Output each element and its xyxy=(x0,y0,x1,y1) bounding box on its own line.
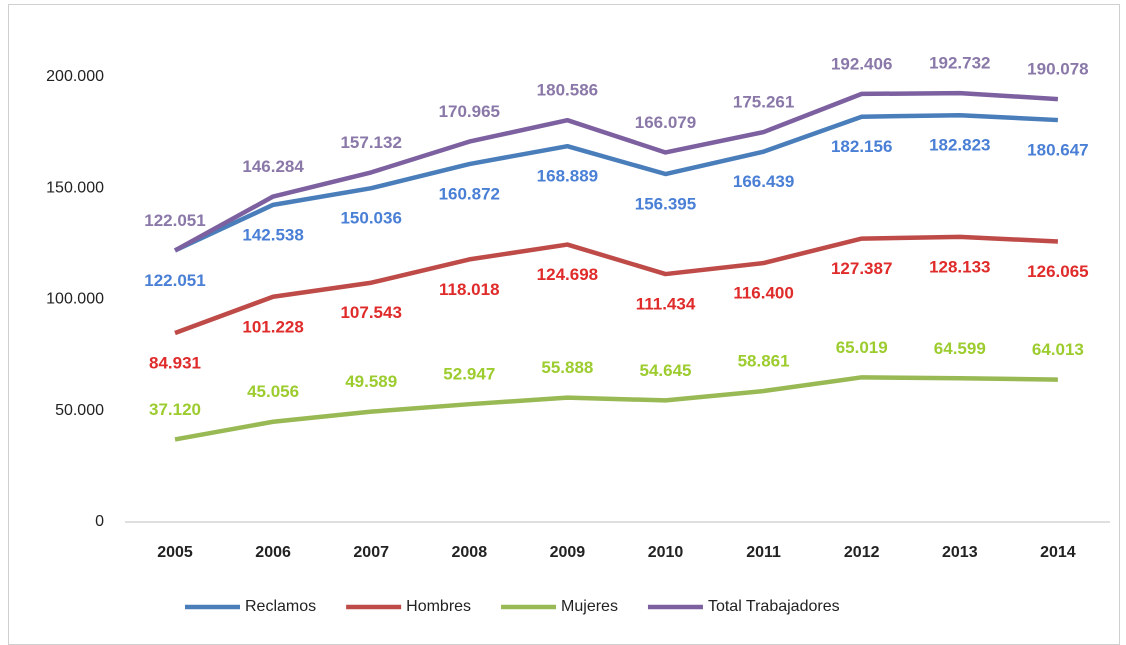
y-tick-label: 150.000 xyxy=(46,179,104,196)
x-tick-label: 2013 xyxy=(942,544,978,561)
data-label: 107.543 xyxy=(340,303,401,322)
y-tick-label: 50.000 xyxy=(55,402,104,419)
data-label: 124.698 xyxy=(537,265,598,284)
data-label: 180.586 xyxy=(537,81,598,100)
data-label: 190.078 xyxy=(1027,60,1088,79)
data-label: 122.051 xyxy=(144,271,205,290)
data-label: 52.947 xyxy=(443,365,495,384)
y-tick-label: 200.000 xyxy=(46,68,104,85)
data-label: 45.056 xyxy=(247,382,299,401)
x-tick-label: 2012 xyxy=(844,544,880,561)
data-label: 156.395 xyxy=(635,195,696,214)
data-label: 146.284 xyxy=(242,157,304,176)
y-tick-label: 100.000 xyxy=(46,291,104,308)
data-label: 65.019 xyxy=(836,338,888,357)
data-label: 49.589 xyxy=(345,372,397,391)
data-label: 127.387 xyxy=(831,259,892,278)
data-label: 192.732 xyxy=(929,54,990,73)
x-tick-label: 2010 xyxy=(648,544,684,561)
data-label: 55.888 xyxy=(541,358,593,377)
x-tick-label: 2014 xyxy=(1040,544,1076,561)
data-label: 54.645 xyxy=(640,361,692,380)
legend-label: Hombres xyxy=(406,598,471,615)
data-label: 122.051 xyxy=(144,211,205,230)
x-tick-label: 2007 xyxy=(353,544,389,561)
series-line xyxy=(174,112,1059,253)
data-label: 118.018 xyxy=(439,280,500,299)
x-tick-label: 2008 xyxy=(452,544,488,561)
data-label: 116.400 xyxy=(733,283,794,302)
data-label: 37.120 xyxy=(149,400,201,419)
data-label: 168.889 xyxy=(537,167,598,186)
data-label: 182.156 xyxy=(831,137,892,156)
data-label: 182.823 xyxy=(929,136,990,155)
data-label: 160.872 xyxy=(439,185,500,204)
series-line xyxy=(174,375,1058,442)
x-tick-label: 2009 xyxy=(550,544,586,561)
x-tick-label: 2005 xyxy=(157,544,193,561)
data-label: 126.065 xyxy=(1027,262,1088,281)
data-label: 84.931 xyxy=(149,354,201,373)
data-label: 192.406 xyxy=(831,54,892,73)
legend-label: Mujeres xyxy=(561,598,618,615)
data-label: 166.439 xyxy=(733,172,794,191)
data-label: 101.228 xyxy=(242,317,303,336)
data-label: 58.861 xyxy=(738,352,790,371)
data-label: 157.132 xyxy=(340,133,401,152)
data-label: 128.133 xyxy=(929,257,990,276)
data-label: 180.647 xyxy=(1027,141,1088,160)
x-tick-label: 2006 xyxy=(255,544,291,561)
data-label: 64.599 xyxy=(934,339,986,358)
data-label: 170.965 xyxy=(439,102,500,121)
data-label: 142.538 xyxy=(242,225,303,244)
data-label: 175.261 xyxy=(733,93,794,112)
series-line xyxy=(174,234,1059,336)
y-tick-label: 0 xyxy=(95,513,104,530)
data-label: 111.434 xyxy=(636,295,696,314)
legend-label: Reclamos xyxy=(245,598,316,615)
data-label: 150.036 xyxy=(340,209,401,228)
series-line xyxy=(173,90,1059,253)
data-label: 64.013 xyxy=(1032,340,1084,359)
data-label: 166.079 xyxy=(635,113,696,132)
x-tick-label: 2011 xyxy=(746,544,781,561)
legend-label: Total Trabajadores xyxy=(708,598,840,615)
